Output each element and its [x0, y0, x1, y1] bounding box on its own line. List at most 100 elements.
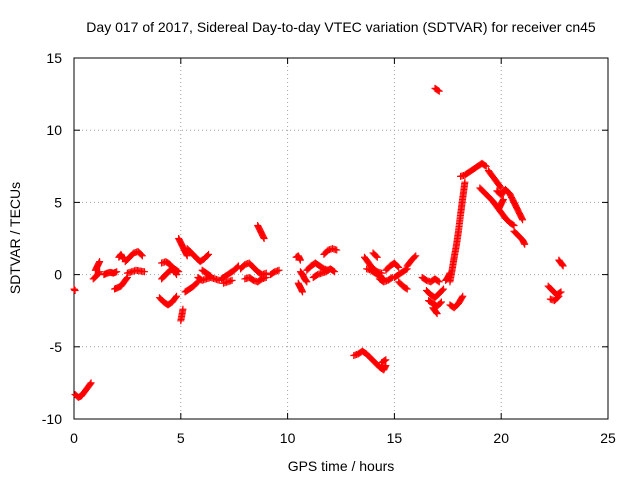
data-point — [205, 250, 213, 258]
series-seg54 — [510, 227, 529, 248]
data-point — [509, 221, 517, 229]
x-tick-label: 0 — [70, 430, 78, 446]
series-seg12 — [155, 292, 181, 309]
data-point — [175, 268, 183, 276]
data-point — [275, 266, 283, 274]
data-point — [557, 288, 565, 296]
series-seg7 — [115, 250, 127, 263]
data-point — [402, 266, 410, 274]
data-point — [86, 380, 94, 388]
data-point — [87, 379, 95, 387]
data-point — [331, 268, 339, 276]
x-axis-label: GPS time / hours — [288, 458, 395, 474]
data-point — [193, 279, 201, 287]
series-seg3 — [89, 268, 104, 283]
data-point — [411, 253, 419, 261]
series-seg56 — [546, 292, 563, 305]
data-point — [432, 309, 440, 317]
series-seg32 — [378, 356, 390, 367]
series-seg30 — [320, 245, 341, 258]
ticks — [73, 57, 609, 420]
x-tick-label: 15 — [387, 430, 403, 446]
data-point — [434, 86, 442, 94]
data-point — [435, 87, 443, 95]
data-point — [173, 292, 181, 300]
series-seg55 — [544, 282, 565, 299]
data-point — [333, 246, 341, 254]
x-tick-label: 20 — [493, 430, 509, 446]
series-seg57 — [555, 256, 567, 270]
data-point — [179, 305, 187, 313]
series-seg53 — [495, 196, 507, 212]
data-point — [137, 251, 145, 259]
data-point — [482, 162, 490, 170]
data-point — [440, 285, 448, 293]
grid — [74, 58, 608, 419]
data-point — [459, 292, 467, 300]
data-points — [70, 84, 567, 401]
y-tick-label: -5 — [50, 339, 63, 355]
series-seg41 — [418, 273, 443, 286]
series-seg47 — [457, 159, 490, 180]
series-seg9 — [123, 266, 148, 277]
series-seg14 — [177, 305, 187, 325]
data-point — [559, 262, 567, 270]
data-point — [435, 278, 443, 286]
series-seg39 — [395, 278, 411, 293]
data-point — [183, 252, 191, 260]
series-seg25 — [292, 252, 304, 264]
data-point — [113, 268, 121, 276]
y-tick-label: -10 — [42, 411, 62, 427]
series-seg38 — [390, 265, 411, 281]
series-seg31 — [350, 347, 390, 374]
series-seg49 — [446, 292, 467, 312]
series-seg35 — [369, 249, 381, 261]
data-point — [172, 293, 180, 301]
data-point — [123, 275, 131, 283]
data-point — [381, 357, 389, 365]
series-seg8 — [121, 247, 146, 266]
series-seg11 — [158, 265, 183, 283]
data-point — [296, 256, 304, 264]
series-seg16 — [183, 245, 213, 266]
data-point — [204, 251, 211, 259]
x-tick-label: 10 — [280, 430, 296, 446]
data-point — [395, 263, 403, 271]
series-seg52 — [493, 185, 527, 224]
data-point — [403, 285, 411, 293]
data-point — [412, 252, 420, 260]
data-point — [556, 289, 564, 297]
data-point — [394, 262, 402, 270]
data-point — [382, 356, 390, 364]
data-point — [299, 288, 307, 296]
y-tick-label: 10 — [46, 122, 62, 138]
data-point — [519, 216, 527, 224]
series-seg22 — [241, 273, 270, 286]
plot-frame — [73, 57, 609, 420]
data-point — [481, 162, 489, 170]
data-point — [446, 269, 454, 277]
data-point — [71, 286, 79, 294]
x-tick-label: 5 — [177, 430, 185, 446]
series-seg6 — [111, 273, 131, 293]
series-seg37 — [382, 259, 403, 274]
data-point — [433, 310, 441, 318]
series-seg29 — [309, 265, 339, 281]
data-point — [434, 277, 442, 285]
series-seg4 — [91, 258, 104, 274]
data-point — [518, 214, 526, 222]
y-tick-label: 15 — [46, 50, 62, 66]
data-point — [228, 276, 236, 284]
series-seg5 — [100, 268, 121, 279]
data-point — [206, 271, 214, 279]
series-seg48 — [442, 269, 454, 284]
series-seg51 — [484, 167, 505, 192]
data-point — [461, 178, 469, 186]
data-point — [496, 183, 504, 191]
data-point — [373, 253, 381, 261]
y-tick-label: 5 — [54, 194, 62, 210]
data-point — [437, 298, 445, 306]
series-seg15 — [181, 278, 202, 296]
